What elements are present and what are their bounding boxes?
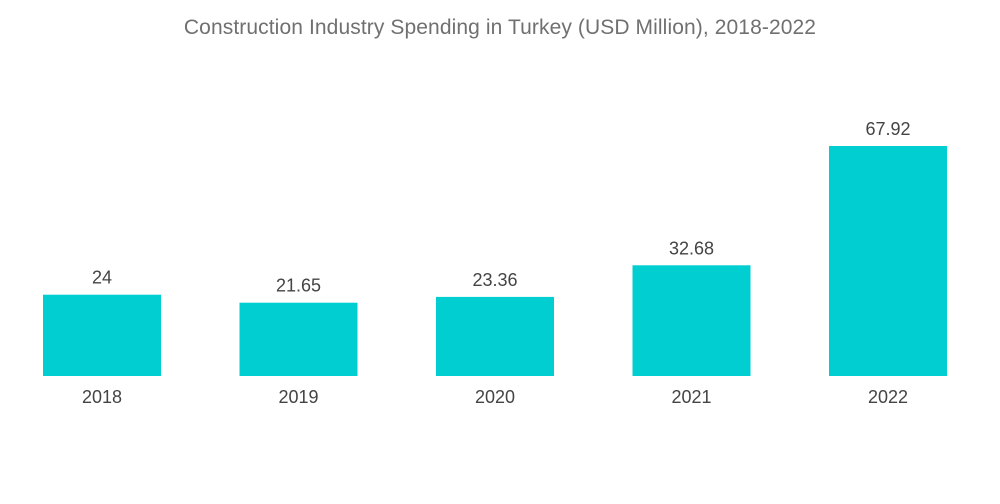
bar-2022 [829,146,947,376]
data-label-2020: 23.36 [472,270,517,290]
data-label-2019: 21.65 [276,276,321,296]
data-label-2018: 24 [92,268,112,288]
data-label-2022: 67.92 [865,119,910,139]
x-tick-labels-layer: 2018 2019 2020 2021 2022 [82,387,908,407]
bars-layer [43,146,947,376]
x-tick-label-2019: 2019 [278,387,318,407]
chart-title: Construction Industry Spending in Turkey… [183,16,817,39]
data-label-2021: 32.68 [669,238,714,258]
x-tick-label-2021: 2021 [671,387,711,407]
x-tick-label-2020: 2020 [475,387,515,407]
bar-2020 [436,296,554,376]
data-labels-layer: 24 21.65 23.36 32.68 67.92 [92,119,911,296]
x-tick-label-2018: 2018 [82,387,122,407]
bar-2019 [239,302,358,376]
bar-2018 [43,294,161,376]
x-tick-label-2022: 2022 [868,387,908,407]
bar-2021 [632,265,751,376]
